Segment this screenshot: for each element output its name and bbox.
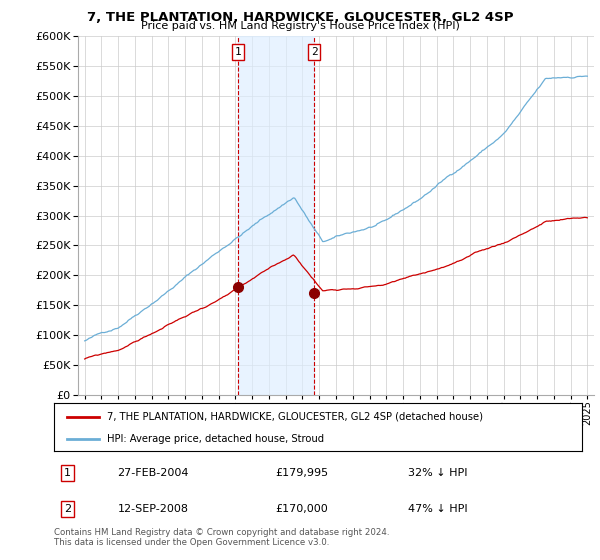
Text: 1: 1 <box>64 468 71 478</box>
Text: Price paid vs. HM Land Registry's House Price Index (HPI): Price paid vs. HM Land Registry's House … <box>140 21 460 31</box>
Text: 32% ↓ HPI: 32% ↓ HPI <box>408 468 467 478</box>
Text: 2: 2 <box>64 504 71 514</box>
Text: Contains HM Land Registry data © Crown copyright and database right 2024.
This d: Contains HM Land Registry data © Crown c… <box>54 528 389 547</box>
Text: 1: 1 <box>235 47 241 57</box>
Text: 7, THE PLANTATION, HARDWICKE, GLOUCESTER, GL2 4SP (detached house): 7, THE PLANTATION, HARDWICKE, GLOUCESTER… <box>107 412 483 422</box>
Text: 27-FEB-2004: 27-FEB-2004 <box>118 468 189 478</box>
Text: £179,995: £179,995 <box>276 468 329 478</box>
Text: 7, THE PLANTATION, HARDWICKE, GLOUCESTER, GL2 4SP: 7, THE PLANTATION, HARDWICKE, GLOUCESTER… <box>87 11 513 24</box>
Text: 2: 2 <box>311 47 317 57</box>
Bar <box>238 36 314 395</box>
Text: 47% ↓ HPI: 47% ↓ HPI <box>408 504 467 514</box>
Text: 12-SEP-2008: 12-SEP-2008 <box>118 504 188 514</box>
Text: £170,000: £170,000 <box>276 504 329 514</box>
Text: HPI: Average price, detached house, Stroud: HPI: Average price, detached house, Stro… <box>107 434 324 444</box>
